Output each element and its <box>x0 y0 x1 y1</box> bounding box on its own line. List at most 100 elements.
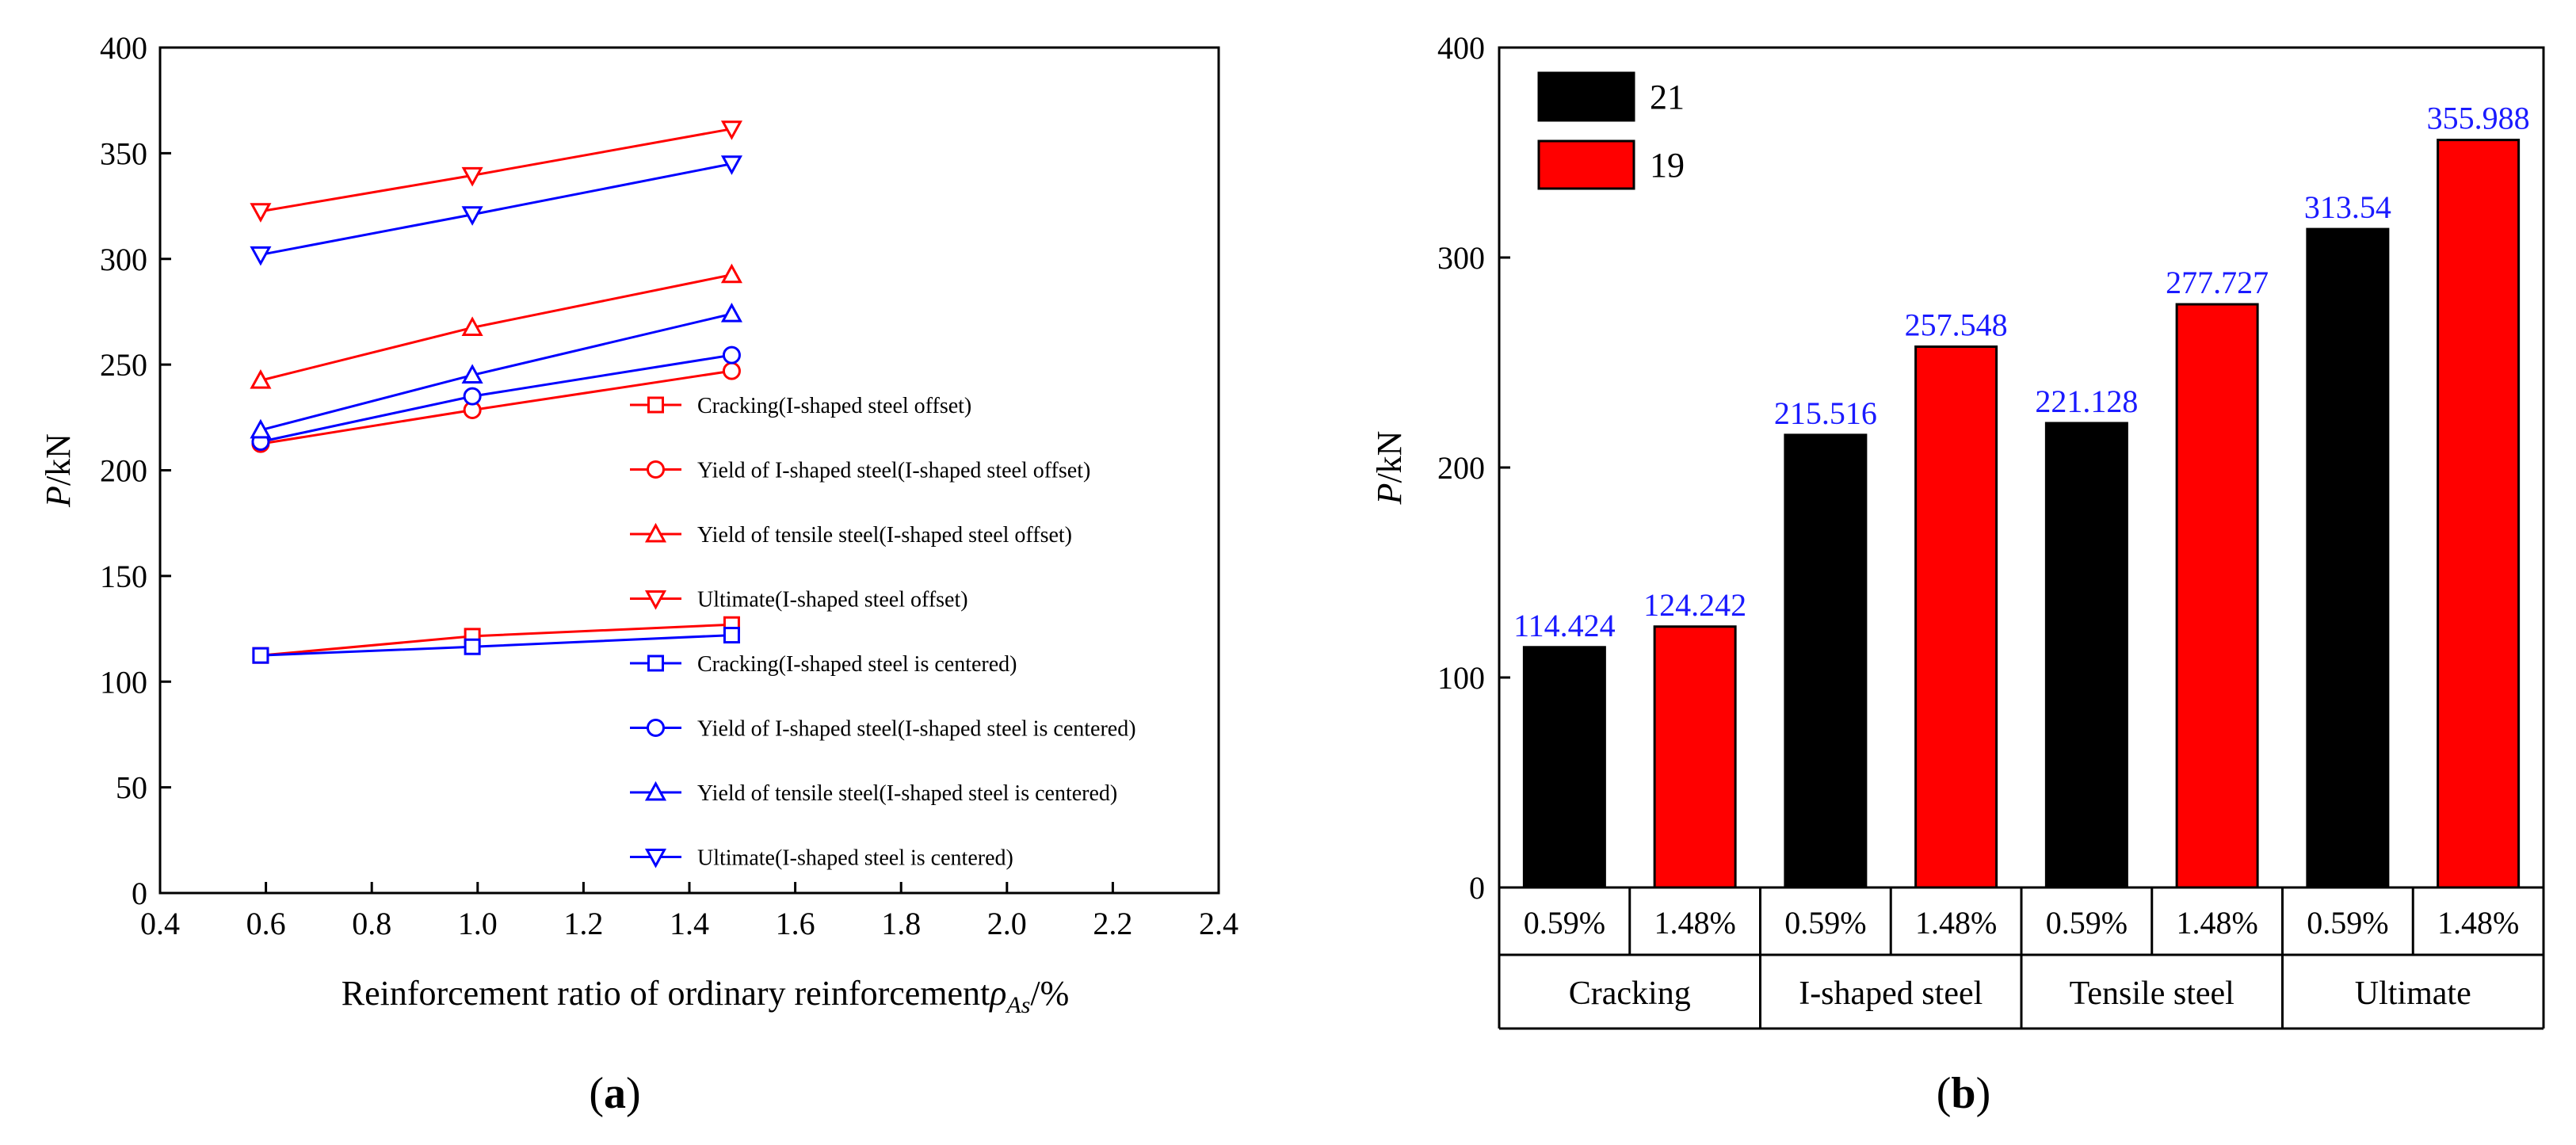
legend-label: Yield of I-shaped steel(I-shaped steel i… <box>697 717 1136 742</box>
series-line <box>250 263 742 389</box>
series-line <box>252 616 740 664</box>
legend-item: 21 <box>1537 71 1685 122</box>
y-tick-label: 100 <box>1437 660 1485 696</box>
legend-item: Cracking(I-shaped steel offset) <box>630 394 971 418</box>
legend-item: Yield of tensile steel(I-shaped steel of… <box>630 522 1072 548</box>
data-point <box>252 647 269 664</box>
y-tick-label: 100 <box>100 664 147 700</box>
x-tick-label: 1.6 <box>776 906 815 941</box>
legend-item: Ultimate(I-shaped steel offset) <box>630 588 968 613</box>
data-label: 114.424 <box>1513 608 1616 643</box>
bar <box>1914 345 1998 889</box>
legend-item: Ultimate(I-shaped steel is centered) <box>630 846 1013 871</box>
legend-marker <box>647 655 664 672</box>
x-tick-label: 1.48% <box>2437 905 2519 941</box>
x-axis-label: Reinforcement ratio of ordinary reinforc… <box>342 974 1070 1018</box>
legend-item: 19 <box>1537 139 1685 190</box>
x-tick-label: 2.0 <box>987 906 1027 941</box>
x-tick-label: 0.6 <box>246 906 286 941</box>
group-label: Tensile steel <box>2070 975 2234 1012</box>
bar <box>1784 433 1868 889</box>
data-point <box>250 369 272 389</box>
legend-label: Cracking(I-shaped steel is centered) <box>697 652 1017 677</box>
group-label: I-shaped steel <box>1799 975 1983 1012</box>
chart-a: 0.4 0.6 0.8 1.0 1.2 1.4 1.6 1.8 2.0 2.2 2.4 0 50 100 1… <box>39 30 1238 1018</box>
y-tick-label: 400 <box>1437 30 1485 66</box>
x-tick-label: 1.8 <box>881 906 921 941</box>
y-tick-label: 300 <box>100 242 147 277</box>
data-point <box>463 387 482 406</box>
legend-swatch <box>1537 71 1635 122</box>
legend-marker <box>644 781 667 801</box>
data-point <box>720 302 742 323</box>
x-tick-label: 0.59% <box>2046 905 2128 941</box>
y-tick-label: 150 <box>100 559 147 594</box>
legend-marker <box>644 522 667 543</box>
x-tick-label: 1.2 <box>563 906 603 941</box>
panel-label-b: (b) <box>1937 1069 1990 1118</box>
legend-label: Yield of tensile steel(I-shaped steel of… <box>697 523 1072 548</box>
data-point <box>720 120 742 140</box>
data-label: 355.988 <box>2427 101 2530 136</box>
series-path <box>260 623 732 657</box>
data-point <box>250 203 272 223</box>
data-point <box>722 345 741 364</box>
legend-item: Yield of tensile steel(I-shaped steel is… <box>630 781 1117 806</box>
series-line <box>252 627 740 664</box>
legend-marker <box>644 590 667 610</box>
x-tick-label: 0.4 <box>140 906 180 941</box>
data-point <box>461 166 483 187</box>
x-tick-label: 0.59% <box>1784 905 1866 941</box>
data-label: 221.128 <box>2035 384 2138 419</box>
bar <box>1522 646 1606 889</box>
y-tick-label: 0 <box>132 876 147 911</box>
data-label: 124.242 <box>1643 587 1746 623</box>
legend-marker <box>647 396 664 414</box>
legend-label: Ultimate(I-shaped steel offset) <box>697 588 968 613</box>
x-tick-label: 1.48% <box>1915 905 1997 941</box>
legend-item: Cracking(I-shaped steel is centered) <box>630 652 1017 677</box>
y-tick-label: 250 <box>100 347 147 383</box>
data-label: 257.548 <box>1905 307 2008 342</box>
data-point <box>464 638 481 655</box>
data-point <box>461 364 483 384</box>
legend-label: Cracking(I-shaped steel offset) <box>697 394 971 418</box>
legend-label: Ultimate(I-shaped steel is centered) <box>697 846 1013 871</box>
data-label: 215.516 <box>1774 395 1877 431</box>
category-table: 0.59% 1.48% 0.59% 1.48% 0.59% 1.48% 0.59% 1.48%… <box>1498 887 2545 1030</box>
legend-swatch <box>1537 139 1635 190</box>
bar <box>2306 227 2390 889</box>
x-tick-label: 2.2 <box>1093 906 1132 941</box>
x-tick-label: 1.48% <box>2176 905 2257 941</box>
data-point <box>720 155 742 175</box>
y-tick-label: 200 <box>100 453 147 489</box>
legend-label: 21 <box>1650 78 1685 116</box>
y-axis-label: P/kN <box>39 433 78 508</box>
data-point <box>461 316 483 336</box>
series-path <box>260 273 732 382</box>
series-path <box>260 128 732 213</box>
legend-marker <box>647 460 665 479</box>
x-tick-label: 0.59% <box>2307 905 2388 941</box>
group-label: Cracking <box>1569 975 1691 1012</box>
y-tick-label: 400 <box>100 30 147 66</box>
bar <box>2044 422 2128 889</box>
series-line <box>250 302 742 439</box>
y-tick-label: 200 <box>1437 450 1485 486</box>
legend-b: 21 19 <box>1537 71 1685 190</box>
data-point <box>720 263 742 284</box>
y-axis-label: P/kN <box>1370 431 1409 506</box>
y-tick-label: 0 <box>1469 870 1485 906</box>
series-line <box>250 120 742 223</box>
series-line <box>250 155 742 266</box>
bar <box>2437 139 2521 889</box>
series-line <box>251 361 741 453</box>
data-label: 313.54 <box>2304 189 2391 225</box>
data-point <box>250 246 272 266</box>
y-tick-label: 50 <box>116 770 147 806</box>
legend-label: 19 <box>1650 146 1685 185</box>
group-label: Ultimate <box>2355 975 2471 1012</box>
x-tick-label: 1.4 <box>670 906 709 941</box>
data-point <box>250 418 272 439</box>
